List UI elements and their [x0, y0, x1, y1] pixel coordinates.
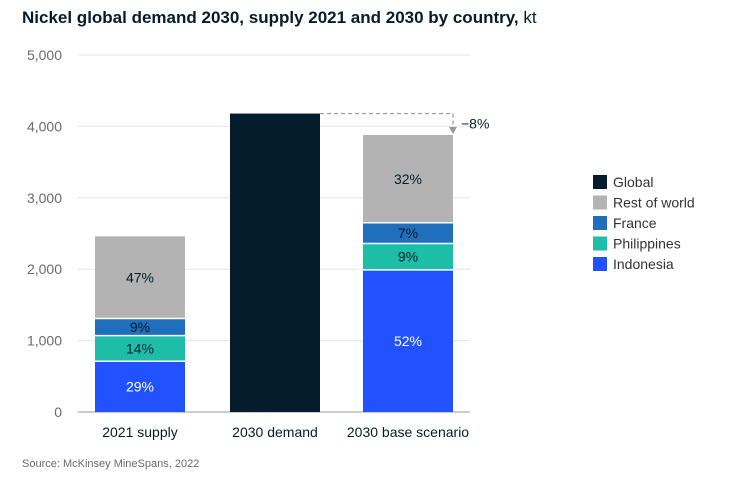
source-note: Source: McKinsey MineSpans, 2022 [22, 458, 200, 470]
bar-segment-global [230, 113, 320, 412]
bar-segment-france [363, 222, 453, 244]
annotation-arrowhead [449, 126, 457, 134]
category-label: 2030 demand [232, 424, 318, 440]
legend-label: Rest of world [613, 195, 695, 211]
segment-label: 52% [394, 333, 422, 349]
category-label: 2030 base scenario [347, 424, 469, 440]
segment-label: 47% [126, 269, 154, 285]
legend: Global Rest of world France Philippines Indo… [593, 174, 695, 272]
y-axis-ticks: 0 1,000 2,000 3,000 4,000 5,000 [27, 47, 62, 420]
chart-title-text: Nickel global demand 2030, supply 2021 a… [22, 8, 519, 27]
y-tick-label: 1,000 [27, 333, 62, 349]
segment-label: 14% [126, 340, 154, 356]
legend-label: Philippines [613, 236, 681, 252]
legend-label: Indonesia [613, 256, 674, 272]
segment-label: 9% [398, 249, 418, 265]
bar-segment-rest-of-world [95, 236, 185, 319]
segment-labels: 29% 14% 9% 47% 52% 9% 7% 32% [126, 171, 422, 395]
category-label: 2021 supply [102, 424, 178, 440]
segment-label: 9% [130, 319, 150, 335]
legend-swatch-indonesia [593, 257, 607, 271]
legend-label: Global [613, 174, 653, 190]
bar-segment-indonesia [95, 361, 185, 412]
bar-segment-philippines [95, 335, 185, 362]
legend-swatch-france [593, 216, 607, 230]
chart-title: Nickel global demand 2030, supply 2021 a… [22, 8, 537, 28]
y-tick-label: 3,000 [27, 190, 62, 206]
segment-label: 7% [398, 225, 418, 241]
legend-swatch-rest-of-world [593, 195, 607, 210]
legend-swatch-global [593, 175, 607, 189]
chart-title-unit: kt [523, 8, 537, 27]
bar-segment-france [95, 318, 185, 336]
annotation-label: −8% [461, 116, 489, 132]
legend-swatch-philippines [593, 236, 607, 251]
category-labels: 2021 supply 2030 demand 2030 base scenario [102, 424, 469, 440]
y-tick-label: 0 [54, 404, 62, 420]
annotation-dashed-line [320, 112, 454, 129]
bar-segment-rest-of-world [363, 134, 453, 223]
bar-segment-indonesia [363, 269, 453, 412]
annotation: −8% [320, 112, 489, 134]
segment-label: 29% [126, 379, 154, 395]
segment-label: 32% [394, 171, 422, 187]
bars [95, 113, 453, 412]
legend-label: France [613, 215, 657, 231]
bar-segment-philippines [363, 243, 453, 270]
y-tick-label: 4,000 [27, 118, 62, 134]
y-tick-label: 2,000 [27, 261, 62, 277]
y-tick-label: 5,000 [27, 47, 62, 63]
